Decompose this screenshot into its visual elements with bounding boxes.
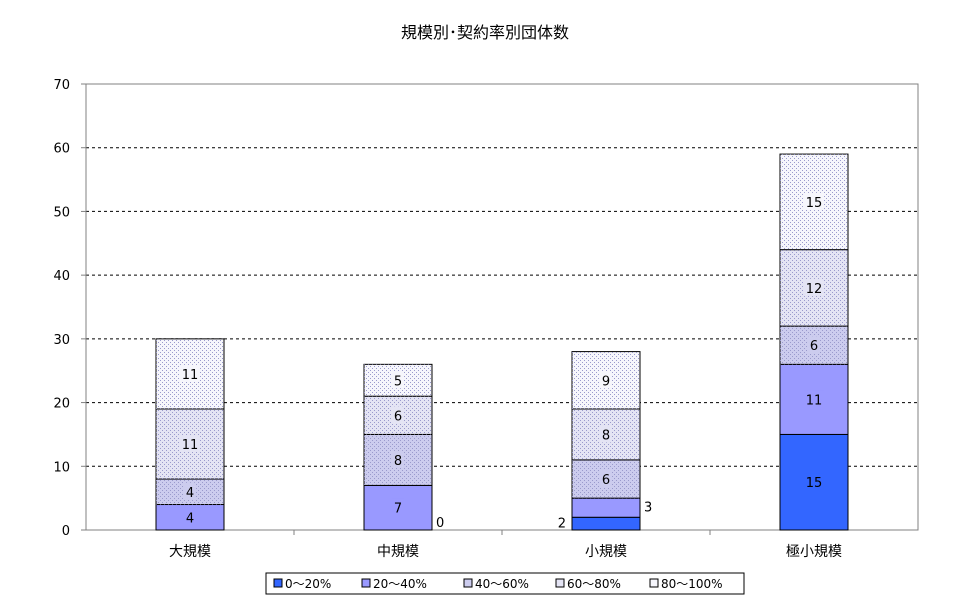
- data-label-bg: [392, 450, 404, 468]
- data-label: 0: [436, 516, 444, 531]
- data-label: 8: [602, 428, 610, 443]
- legend: 0～20% 20～40% 40～60% 60～80% 80～100%: [265, 572, 745, 595]
- legend-label: 20～40%: [373, 577, 427, 591]
- data-label-bg: [180, 364, 200, 382]
- data-label: 3: [644, 501, 652, 516]
- data-label: 11: [182, 368, 199, 383]
- x-axis: 大規模 中規模 小規模 極小規模: [169, 530, 842, 560]
- data-label-bg: [392, 406, 404, 424]
- data-label: 12: [806, 282, 823, 297]
- y-tick-label: 30: [53, 333, 70, 348]
- legend-box: [265, 572, 745, 595]
- bar-segment: [571, 497, 641, 518]
- legend-swatch: [463, 578, 473, 588]
- data-label-bg: [808, 336, 820, 354]
- bar-segment: [779, 433, 849, 531]
- chart-title: 規模別･契約率別団体数: [401, 23, 569, 42]
- data-label-bg: [804, 473, 824, 491]
- data-label: 7: [394, 502, 402, 517]
- data-label-bg: [184, 508, 196, 526]
- y-tick-label: 60: [53, 142, 70, 157]
- legend-swatch: [273, 578, 283, 588]
- y-tick-label: 20: [53, 397, 70, 412]
- legend-swatch: [649, 578, 659, 588]
- legend-label: 80～100%: [661, 577, 723, 591]
- data-label: 6: [394, 409, 402, 424]
- data-label-bg: [804, 278, 824, 296]
- bar-segment: [571, 516, 641, 531]
- y-tick-label: 50: [53, 205, 70, 220]
- y-tick-label: 10: [53, 460, 70, 475]
- data-label-bg: [600, 470, 612, 488]
- y-tick-label: 70: [53, 78, 70, 93]
- gridlines: [86, 147, 918, 467]
- legend-label: 60～80%: [567, 577, 621, 591]
- category-label: 極小規模: [786, 544, 842, 560]
- bars: 4 4 11 11 7 8 6 5 2 3 6 8 9 15 11 6 12 15 0: [155, 153, 849, 532]
- category-label: 大規模: [169, 544, 211, 560]
- legend-label: 0～20%: [285, 577, 331, 591]
- legend-swatch: [555, 578, 565, 588]
- data-label: 15: [806, 196, 823, 211]
- data-label-bg: [392, 371, 404, 389]
- data-label-bg: [184, 482, 196, 500]
- data-label: 11: [806, 393, 823, 408]
- category-label: 中規模: [377, 544, 419, 560]
- y-tick-label: 0: [62, 524, 70, 539]
- data-label-bg: [600, 371, 612, 389]
- data-label: 11: [182, 438, 199, 453]
- data-label-bg: [804, 390, 824, 408]
- data-label-bg: [180, 434, 200, 452]
- data-label: 6: [810, 339, 818, 354]
- data-label: 4: [186, 511, 194, 526]
- data-label: 15: [806, 476, 823, 491]
- legend-label: 40～60%: [475, 577, 529, 591]
- data-label-bg: [804, 192, 824, 210]
- data-label-bg: [600, 425, 612, 443]
- data-label: 4: [186, 486, 194, 501]
- data-label-bg: [392, 498, 404, 516]
- data-label: 5: [394, 374, 402, 389]
- y-axis: 0 10 20 30 40 50 60 70: [53, 78, 86, 539]
- y-tick-label: 40: [53, 269, 70, 284]
- data-label: 2: [558, 517, 566, 532]
- category-label: 小規模: [585, 544, 627, 560]
- data-label: 6: [602, 473, 610, 488]
- data-label: 9: [602, 374, 610, 389]
- data-label: 8: [394, 454, 402, 469]
- legend-swatch: [361, 578, 371, 588]
